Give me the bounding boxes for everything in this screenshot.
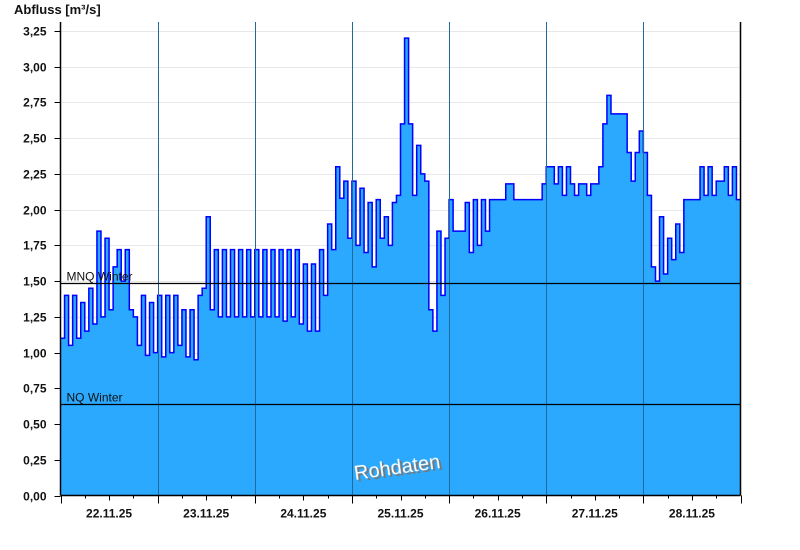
x-tick-label: 25.11.25 xyxy=(377,507,423,521)
x-tick-label: 22.11.25 xyxy=(86,507,132,521)
day-separators xyxy=(158,22,644,496)
y-tick-label: 0,00 xyxy=(23,490,47,504)
y-tick-label: 2,00 xyxy=(23,204,47,218)
axes: 0,00 0,25 0,50 0,75 1,00 1,25 1,50 1,75 2,00 2,25… xyxy=(23,22,742,521)
y-tick-label: 1,50 xyxy=(23,275,47,289)
y-tick-label: 3,25 xyxy=(23,25,47,39)
x-tick-label: 24.11.25 xyxy=(280,507,326,521)
y-tick-label: 0,50 xyxy=(23,418,47,432)
y-tick-label: 2,50 xyxy=(23,132,47,146)
reference-line-label: MNQ Winter xyxy=(67,270,133,284)
y-tick-label: 1,25 xyxy=(23,311,47,325)
x-tick-label: 28.11.25 xyxy=(669,507,715,521)
y-tick-label: 2,25 xyxy=(23,168,47,182)
x-tick-label: 26.11.25 xyxy=(475,507,521,521)
y-tick-label: 1,75 xyxy=(23,239,47,253)
y-tick-label: 0,75 xyxy=(23,382,47,396)
x-tick-label: 27.11.25 xyxy=(572,507,618,521)
discharge-line xyxy=(60,37,741,361)
y-tick-label: 0,25 xyxy=(23,454,47,468)
y-axis-label: Abfluss [m³/s] xyxy=(14,2,101,17)
y-tick-label: 1,00 xyxy=(23,347,47,361)
x-tick-label: 23.11.25 xyxy=(183,507,229,521)
y-tick-label: 2,75 xyxy=(23,96,47,110)
y-tick-label: 3,00 xyxy=(23,61,47,75)
reference-lines: MNQ Winter NQ Winter xyxy=(60,270,741,406)
reference-line-label: NQ Winter xyxy=(67,391,123,405)
discharge-area xyxy=(60,38,741,496)
